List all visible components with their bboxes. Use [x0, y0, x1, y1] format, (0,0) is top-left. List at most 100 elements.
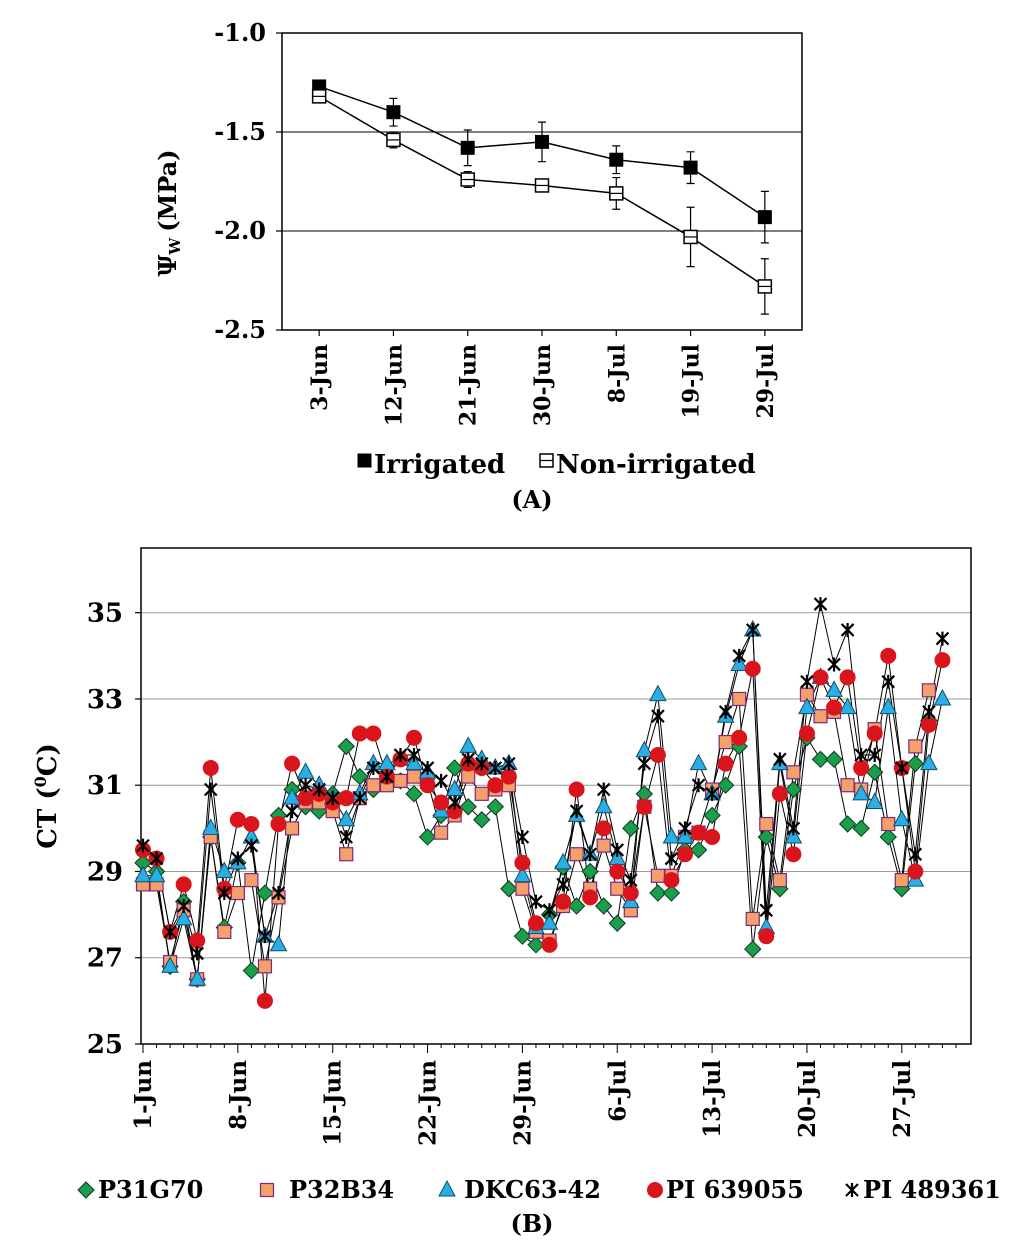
- panel-a-y-ticks: -1.0 -1.5 -2.0 -2.5: [214, 18, 282, 344]
- data-point-pi-489361: [380, 769, 394, 784]
- panel-a-y-axis-label: ΨW(MPa): [153, 149, 184, 276]
- data-point-pi-639055: [243, 816, 260, 833]
- data-point-pi-489361: [461, 752, 475, 767]
- data-point-pi-489361: [569, 804, 584, 819]
- data-point-pi-489361: [678, 821, 692, 836]
- data-point-p32b34: [406, 769, 422, 784]
- data-point-dkc63-42: [798, 697, 816, 715]
- panel-a-x-tick-label-30-jun: 30-Jun: [530, 344, 556, 426]
- data-point-pi-489361: [502, 756, 516, 771]
- data-point-pi-639055: [934, 652, 951, 669]
- legend-p32b34-label: P32B34: [289, 1175, 394, 1204]
- data-point-dkc63-42: [730, 654, 749, 671]
- data-point-p32b34: [366, 778, 381, 793]
- data-point-pi-489361: [596, 782, 611, 797]
- panel-b-x-tick-label-22-jun: 22-Jun: [415, 1060, 442, 1146]
- data-point-p31g70: [689, 841, 708, 859]
- data-point-pi-639055: [609, 863, 626, 880]
- data-point-dkc63-42: [147, 865, 166, 883]
- data-point-p32b34: [217, 924, 232, 939]
- panel-a-y-tick-label: -2.0: [214, 216, 266, 245]
- data-point-p31g70: [703, 806, 721, 825]
- panel-b-x-tick-label-1-jun: 1-Jun: [130, 1060, 157, 1130]
- series-line-pi-489361: [142, 603, 943, 954]
- data-point-non-irrigated: [609, 186, 624, 201]
- data-point-pi-639055: [541, 936, 558, 953]
- data-point-dkc63-42: [188, 969, 207, 986]
- data-point-pi-639055: [771, 785, 788, 802]
- data-point-dkc63-42: [201, 818, 220, 835]
- data-point-pi-639055: [351, 725, 368, 742]
- data-point-pi-639055: [758, 928, 775, 945]
- data-point-p32b34: [732, 691, 747, 707]
- data-point-p32b34: [474, 786, 489, 801]
- data-point-p31g70: [608, 914, 626, 932]
- panel-a-x-ticks: 3-Jun 12-Jun 21-Jun 30-Jun 8-Jul 19-Jul 29-Jul: [307, 330, 779, 426]
- data-point-pi-489361: [895, 760, 909, 775]
- data-point-dkc63-42: [134, 865, 152, 883]
- data-point-dkc63-42: [892, 809, 911, 827]
- data-point-pi-489361: [773, 752, 787, 767]
- data-point-pi-489361: [339, 829, 354, 844]
- panel-b-gridlines: [141, 612, 971, 959]
- panel-b-x-tick-label-13-jul: 13-Jul: [699, 1060, 726, 1138]
- data-point-pi-489361: [203, 782, 218, 797]
- data-point-p32b34: [759, 816, 774, 832]
- legend-pi639055-label: PI 639055: [666, 1175, 804, 1204]
- panel-b-x-tick-label-20-jul: 20-Jul: [794, 1060, 821, 1138]
- data-point-p31g70: [865, 763, 884, 781]
- data-point-p31g70: [811, 750, 830, 769]
- legend-p31g70-label: P31G70: [98, 1175, 203, 1204]
- panel-b-x-tick-label-27-jul: 27-Jul: [889, 1060, 916, 1138]
- data-point-pi-639055: [812, 669, 829, 686]
- data-point-pi-489361: [190, 946, 204, 961]
- data-point-pi-639055: [419, 777, 436, 794]
- data-point-dkc63-42: [920, 753, 938, 771]
- data-point-p31g70: [825, 750, 843, 769]
- data-point-pi-639055: [297, 790, 314, 807]
- data-point-pi-489361: [542, 903, 557, 918]
- data-point-pi-489361: [556, 877, 570, 892]
- data-point-dkc63-42: [879, 697, 898, 715]
- panel-a-y-tick-label: -1.5: [214, 117, 266, 146]
- data-point-pi-489361: [745, 622, 760, 637]
- panel-b: 25 27 29 31 33 35 1-Jun 8-Jun 15-Jun 22-Jun 29-Ju…: [31, 547, 1001, 1238]
- data-point-p31g70: [581, 862, 599, 881]
- data-point-pi-489361: [474, 756, 489, 771]
- data-point-pi-639055: [202, 759, 219, 776]
- data-point-p31g70: [337, 737, 355, 756]
- data-point-p31g70: [716, 776, 735, 794]
- data-point-pi-639055: [920, 716, 937, 733]
- panel-b-x-ticks: 1-Jun 8-Jun 15-Jun 22-Jun 29-Jun 6-Jul 13-Jul 2…: [130, 1044, 957, 1146]
- data-point-pi-639055: [853, 759, 870, 776]
- data-point-p32b34: [921, 683, 937, 698]
- data-point-pi-489361: [407, 748, 421, 763]
- panel-b-x-tick-label-8-jun: 8-Jun: [225, 1060, 252, 1130]
- data-point-pi-489361: [827, 657, 841, 672]
- data-point-p31g70: [852, 819, 870, 838]
- data-point-p31g70: [242, 961, 261, 980]
- panel-a-y-tick-label: -1.0: [214, 18, 266, 47]
- data-point-pi-489361: [691, 778, 706, 793]
- data-point-pi-639055: [229, 811, 246, 828]
- data-point-pi-489361: [637, 756, 652, 771]
- data-point-pi-489361: [447, 795, 462, 810]
- data-point-pi-489361: [786, 821, 801, 836]
- data-point-pi-489361: [366, 760, 381, 775]
- data-point-p32b34: [786, 765, 801, 780]
- data-point-pi-489361: [434, 773, 448, 788]
- data-point-pi-639055: [527, 915, 544, 932]
- data-point-irrigated: [757, 210, 772, 225]
- data-point-pi-489361: [529, 894, 543, 909]
- data-point-irrigated: [683, 160, 698, 175]
- data-point-dkc63-42: [838, 697, 857, 715]
- data-point-dkc63-42: [540, 913, 559, 930]
- data-point-pi-639055: [338, 790, 355, 807]
- data-point-dkc63-42: [784, 826, 803, 844]
- data-point-pi-489361: [244, 838, 259, 853]
- data-point-pi-489361: [867, 748, 882, 763]
- data-point-non-irrigated: [311, 89, 327, 104]
- data-point-pi-489361: [176, 898, 191, 913]
- data-point-pi-489361: [258, 929, 272, 944]
